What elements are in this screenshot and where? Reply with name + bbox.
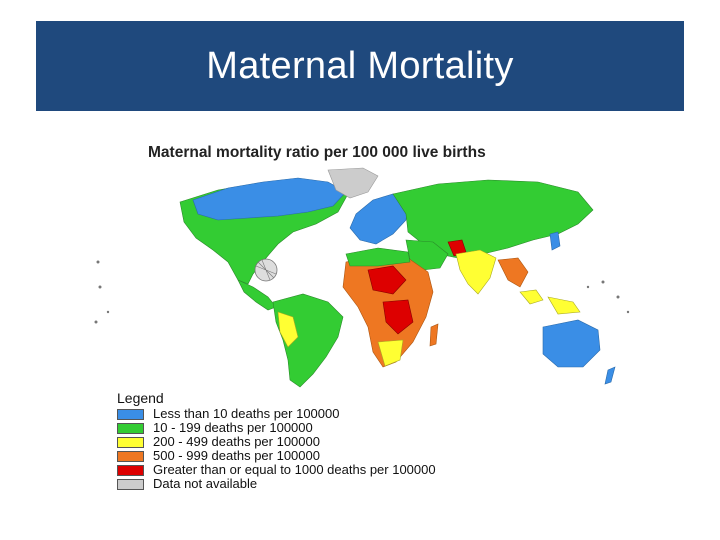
new-zealand-region	[604, 366, 616, 385]
north-africa-region	[345, 247, 411, 267]
central-america-region	[237, 279, 277, 311]
pacific-islands	[94, 260, 630, 324]
south-asia-region	[455, 249, 497, 295]
southern-africa-region	[377, 339, 404, 367]
legend-item: Data not available	[117, 477, 517, 491]
legend-item: 10 - 199 deaths per 100000	[117, 421, 517, 435]
world-map	[94, 167, 630, 388]
southeast-asia-region	[497, 257, 529, 288]
legend-swatch	[117, 422, 144, 434]
legend-swatch	[117, 436, 144, 448]
legend-title: Legend	[117, 390, 164, 406]
legend-item: 200 - 499 deaths per 100000	[117, 435, 517, 449]
madagascar-region	[429, 323, 439, 347]
afghanistan-region	[447, 239, 467, 257]
slide-title: Maternal Mortality	[206, 44, 514, 87]
australia-region	[542, 319, 601, 368]
japan-region	[549, 231, 561, 251]
legend-swatch	[117, 464, 144, 476]
europe-region	[349, 193, 409, 245]
legend-label: 500 - 999 deaths per 100000	[153, 448, 320, 463]
canada-region	[192, 177, 347, 221]
asia-region	[392, 179, 594, 259]
legend-label: Less than 10 deaths per 100000	[153, 406, 340, 421]
map-title: Maternal mortality ratio per 100 000 liv…	[148, 144, 486, 161]
legend-item: Greater than or equal to 1000 deaths per…	[117, 463, 517, 477]
legend-label: Greater than or equal to 1000 deaths per…	[153, 462, 436, 477]
legend-swatch	[117, 408, 144, 420]
legend-item: 500 - 999 deaths per 100000	[117, 449, 517, 463]
map-legend: Legend Less than 10 deaths per 100000 10…	[117, 390, 517, 491]
legend-swatch	[117, 478, 144, 490]
legend-label: 200 - 499 deaths per 100000	[153, 434, 320, 449]
greenland-region	[327, 167, 379, 199]
legend-label: Data not available	[153, 476, 258, 491]
bolivia-peru-region	[277, 311, 299, 348]
sahel-region	[367, 265, 407, 295]
central-africa-region	[382, 299, 414, 335]
slide-title-bar: Maternal Mortality	[36, 21, 684, 111]
legend-swatch	[117, 450, 144, 462]
south-america-region	[272, 293, 344, 388]
legend-item: Less than 10 deaths per 100000	[117, 407, 517, 421]
legend-label: 10 - 199 deaths per 100000	[153, 420, 313, 435]
